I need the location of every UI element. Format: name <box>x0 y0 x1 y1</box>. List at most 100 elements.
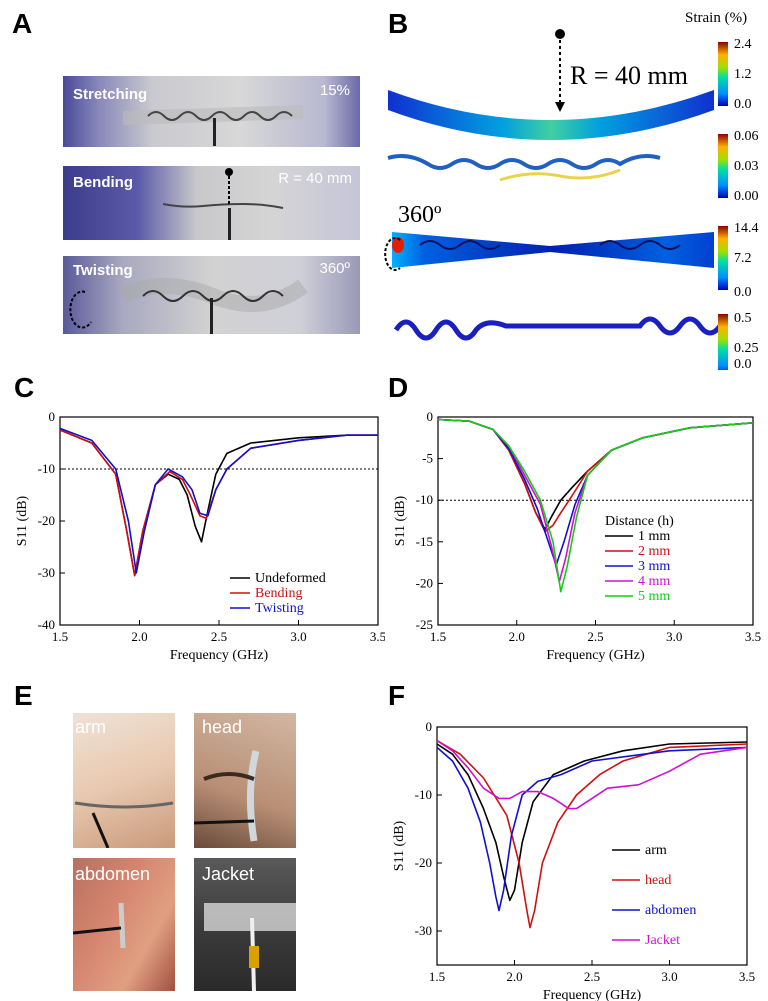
svg-text:0.0: 0.0 <box>734 357 752 370</box>
panel-label-a: A <box>12 8 33 39</box>
twisting-sample <box>69 278 308 334</box>
y-tick-label: -10 <box>38 461 55 476</box>
legend-label: head <box>645 873 671 888</box>
serpentine-twist <box>393 316 723 341</box>
svg-text:0.03: 0.03 <box>734 159 759 174</box>
legend-label: 5 mm <box>638 589 670 604</box>
y-tick-label: -20 <box>415 855 432 870</box>
bending-beam <box>388 90 714 140</box>
y-tick-label: -25 <box>416 617 433 632</box>
y-tick-label: -5 <box>422 451 433 466</box>
legend-label: Undeformed <box>255 571 326 586</box>
series-line-1-mm <box>437 418 754 531</box>
photo-stretching: Stretching 15% <box>63 76 360 147</box>
label-head: head <box>202 717 243 737</box>
photo-bending: Bending R = 40 mm <box>63 166 360 240</box>
twisting-beam <box>392 232 714 268</box>
y-axis-label: S11 (dB) <box>392 820 407 871</box>
stretching-value: 15% <box>319 82 350 99</box>
panel-label-e: E <box>14 680 33 711</box>
y-tick-label: 0 <box>427 409 434 424</box>
x-tick-label: 2.0 <box>506 969 522 984</box>
y-axis-label: S11 (dB) <box>393 495 408 546</box>
legend-label: 2 mm <box>638 544 670 559</box>
y-tick-label: -10 <box>415 787 432 802</box>
series-line-arm <box>436 741 748 902</box>
photo-twisting: Twisting 360º <box>63 256 360 334</box>
chart-f: 1.5 2.0 2.5 3.0 3.5 0 -10 -20 -30 Frequency (GHz)… <box>392 719 755 1001</box>
x-tick-label: 2.5 <box>211 629 227 644</box>
radius-label: R = 40 mm <box>570 61 688 90</box>
svg-text:7.2: 7.2 <box>734 251 752 266</box>
svg-text:0.00: 0.00 <box>734 189 759 204</box>
x-axis-label: Frequency (GHz) <box>170 648 269 663</box>
series-line-abdomen <box>436 746 748 912</box>
x-axis-label: Frequency (GHz) <box>546 648 645 663</box>
chart-d: 1.5 2.0 2.5 3.0 3.5 0 -5 -10 -15 -20 -25 Frequency … <box>393 409 761 663</box>
svg-text:0.0: 0.0 <box>734 97 752 112</box>
x-tick-label: 1.5 <box>430 629 446 644</box>
svg-text:0.06: 0.06 <box>734 129 759 144</box>
jacket-sample <box>204 903 296 991</box>
strain-title: Strain (%) <box>685 10 747 26</box>
series-line-bending <box>59 429 378 577</box>
panel-b-simulation: Strain (%) R = 40 mm 360º 2.4 1.2 0.0 0.… <box>384 10 759 370</box>
x-tick-label: 2.5 <box>587 629 603 644</box>
legend-label: Bending <box>255 586 302 601</box>
x-tick-label: 3.0 <box>666 629 682 644</box>
label-abdomen: abdomen <box>75 864 151 884</box>
x-tick-label: 2.0 <box>509 629 525 644</box>
photo-arm: arm <box>73 713 175 848</box>
series-line-jacket <box>436 739 748 810</box>
legend-label: Twisting <box>255 601 304 616</box>
series-line-3-mm <box>437 418 754 566</box>
legend-label: Jacket <box>645 933 680 948</box>
x-tick-label: 2.0 <box>131 629 147 644</box>
legend-label: 3 mm <box>638 559 670 574</box>
legend-label: arm <box>645 843 667 858</box>
y-axis-label: S11 (dB) <box>15 495 30 546</box>
x-tick-label: 1.5 <box>52 629 68 644</box>
panel-label-b: B <box>388 8 409 39</box>
label-bending: Bending <box>73 174 133 191</box>
label-jacket: Jacket <box>202 864 255 884</box>
panel-label-f: F <box>388 680 406 711</box>
legend-label: 4 mm <box>638 574 670 589</box>
angle-label: 360º <box>398 202 442 228</box>
abdomen-sample <box>73 902 126 949</box>
y-tick-label: 0 <box>49 409 56 424</box>
x-tick-label: 3.5 <box>745 629 761 644</box>
y-tick-label: -20 <box>38 513 55 528</box>
legend-label: 1 mm <box>638 529 670 544</box>
svg-text:14.4: 14.4 <box>734 221 759 236</box>
svg-text:2.4: 2.4 <box>734 37 752 52</box>
x-tick-label: 3.5 <box>370 629 385 644</box>
plot-frame <box>436 726 748 966</box>
label-stretching: Stretching <box>73 86 148 103</box>
svg-text:0.25: 0.25 <box>734 341 759 356</box>
x-tick-label: 1.5 <box>429 969 445 984</box>
label-twisting: Twisting <box>73 262 133 279</box>
series-line-head <box>436 739 748 929</box>
bending-sample <box>162 168 284 240</box>
series-line-undeformed <box>59 429 378 577</box>
x-tick-label: 2.5 <box>584 969 600 984</box>
y-tick-label: -10 <box>416 492 433 507</box>
svg-text:0.5: 0.5 <box>734 311 752 326</box>
plot-frame <box>437 416 754 626</box>
bending-value: R = 40 mm <box>278 170 352 187</box>
series-line-5-mm <box>437 418 754 593</box>
x-tick-label: 3.5 <box>739 969 755 984</box>
y-tick-label: -15 <box>416 534 433 549</box>
svg-text:1.2: 1.2 <box>734 67 752 82</box>
y-tick-label: -20 <box>416 575 433 590</box>
series-line-twisting <box>59 427 378 574</box>
x-tick-label: 3.0 <box>661 969 677 984</box>
photo-head: head <box>194 713 296 848</box>
legend-title: Distance (h) <box>605 514 674 529</box>
plot-frame <box>59 416 379 626</box>
series-line-2-mm <box>437 418 754 533</box>
twisting-value: 360º <box>319 260 350 277</box>
chart-c: 1.5 2.0 2.5 3.0 3.5 0 -10 -20 -30 -40 Frequency (G… <box>15 409 385 663</box>
y-tick-label: -30 <box>38 565 55 580</box>
